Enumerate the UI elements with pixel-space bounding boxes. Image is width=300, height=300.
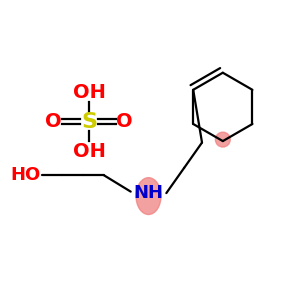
- Text: HO: HO: [10, 166, 40, 184]
- Text: O: O: [45, 112, 62, 131]
- Ellipse shape: [136, 178, 161, 214]
- Text: S: S: [81, 112, 97, 132]
- Text: O: O: [116, 112, 133, 131]
- Circle shape: [215, 132, 230, 147]
- Text: OH: OH: [73, 142, 106, 161]
- Text: NH: NH: [134, 184, 164, 202]
- Text: OH: OH: [73, 82, 106, 101]
